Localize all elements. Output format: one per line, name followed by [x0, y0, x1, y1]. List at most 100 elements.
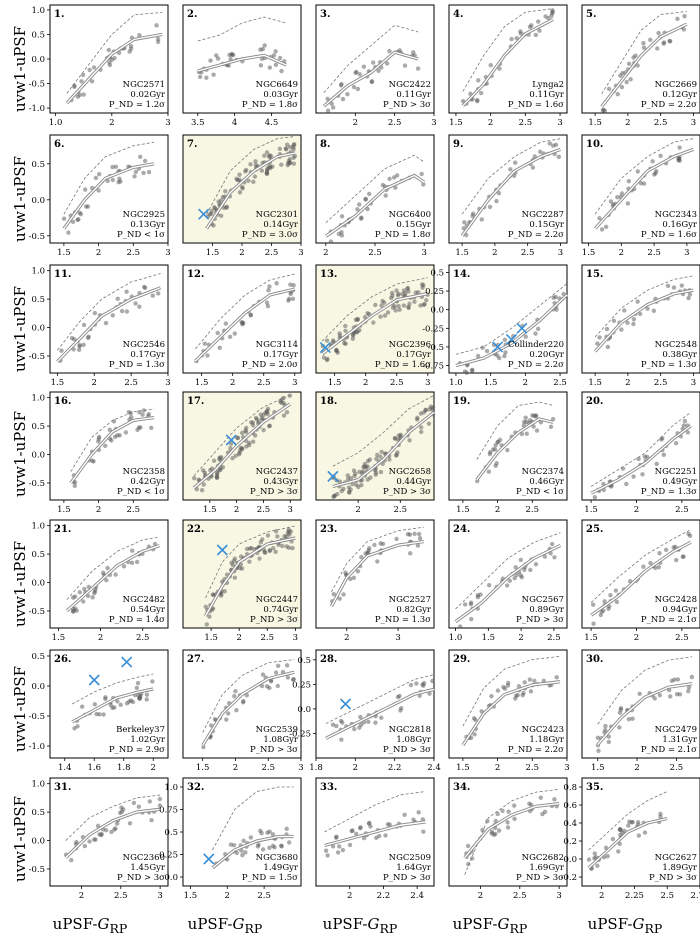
cluster-age: 0.12Gyr — [662, 90, 698, 100]
scatter-point — [605, 344, 611, 350]
scatter-point — [339, 488, 344, 494]
x-tick-label: 2.4 — [410, 891, 424, 901]
scatter-point — [267, 65, 273, 70]
scatter-point — [224, 717, 229, 722]
x-tick-label: 3 — [292, 378, 297, 388]
dashed-curve — [70, 408, 155, 472]
scatter-point — [128, 44, 134, 49]
scatter-point — [117, 433, 122, 438]
scatter-point — [531, 424, 536, 429]
scatter-point — [108, 702, 113, 708]
x-tick-label: 2 — [96, 505, 101, 515]
panel-number: 32. — [187, 782, 204, 793]
panel-number: 30. — [586, 654, 603, 665]
pnd-significance: P_ND = 2.2σ — [508, 360, 564, 370]
scatter-point — [144, 697, 149, 702]
scatter-point — [509, 36, 514, 42]
dashed-curve — [205, 525, 296, 599]
panel-number: 23. — [320, 524, 337, 535]
scatter-point — [146, 169, 152, 175]
x-tick-label: 1.5 — [456, 505, 470, 515]
scatter-point — [681, 423, 687, 428]
pnd-significance: P_ND = 2.1σ — [641, 615, 697, 625]
scatter-point — [339, 737, 344, 742]
scatter-point — [675, 677, 681, 682]
scatter-point — [208, 58, 213, 63]
scatter-point — [105, 178, 110, 184]
x-tick-label: 2 — [79, 891, 84, 901]
cluster-name: NGC2482 — [123, 595, 165, 605]
scatter-point — [345, 473, 351, 478]
cluster-name: NGC2437 — [256, 467, 298, 477]
scatter-point — [493, 818, 498, 824]
uv-excess-cross — [339, 698, 352, 710]
y-tick-label: 0.5 — [31, 652, 45, 662]
pnd-significance: P_ND = 1.6σ — [375, 360, 431, 370]
scatter-point — [279, 844, 284, 849]
y-tick-label: -0.25 — [422, 324, 444, 334]
scatter-point — [129, 414, 134, 420]
scatter-point — [417, 536, 423, 541]
scatter-point — [497, 66, 502, 71]
scatter-point — [645, 454, 650, 460]
scatter-point — [554, 675, 559, 680]
scatter-point — [257, 556, 262, 561]
model-curve-inner — [63, 163, 155, 230]
panel-number: 34. — [453, 782, 470, 793]
x-tick-label: 2.25 — [625, 891, 644, 901]
cluster-name: NGC2527 — [389, 595, 431, 605]
y-tick-label: 0.5 — [164, 828, 178, 838]
scatter-point — [408, 682, 414, 688]
scatter-point — [414, 681, 419, 686]
scatter-point — [423, 407, 428, 413]
pnd-significance: P_ND = 1.3σ — [375, 615, 431, 625]
scatter-point — [232, 556, 238, 561]
pnd-significance: P_ND > 3σ — [250, 487, 298, 497]
scatter-point — [398, 432, 403, 438]
scatter-point — [636, 833, 642, 838]
scatter-point — [393, 308, 398, 313]
scatter-point — [334, 723, 339, 729]
x-tick-label: 1.5 — [57, 505, 71, 515]
scatter-point — [279, 68, 284, 74]
scatter-point — [549, 13, 554, 18]
cluster-name: NGC2447 — [256, 595, 298, 605]
cluster-name: NGC6400 — [389, 210, 431, 220]
scatter-point — [476, 78, 481, 83]
scatter-point — [291, 146, 296, 152]
scatter-point — [112, 434, 118, 440]
scatter-point — [420, 682, 425, 687]
panel-number: 2. — [187, 9, 197, 20]
scatter-point — [355, 86, 361, 92]
y-tick-label: 1.0 — [164, 783, 178, 793]
scatter-point — [513, 565, 518, 570]
dashed-curve — [325, 674, 435, 724]
scatter-point — [418, 411, 424, 416]
scatter-point — [335, 491, 340, 497]
x-tick-label: 3 — [691, 378, 696, 388]
scatter-point — [329, 101, 334, 106]
scatter-point — [686, 295, 691, 301]
scatter-point — [150, 293, 155, 298]
cluster-name: NGC2422 — [389, 80, 431, 90]
scatter-point — [496, 191, 502, 196]
scatter-point — [247, 546, 253, 551]
x-tick-label: 2.5 — [124, 378, 138, 388]
scatter-point — [523, 334, 528, 339]
dashed-curve — [462, 8, 554, 92]
scatter-point — [66, 230, 71, 235]
scatter-point — [686, 531, 691, 537]
uv-excess-cross — [121, 656, 133, 668]
scatter-point — [486, 469, 492, 474]
scatter-point — [681, 27, 687, 32]
x-tick-label: 1.5 — [51, 378, 65, 388]
cluster-age: 1.64Gyr — [396, 863, 432, 873]
scatter-point — [157, 803, 163, 808]
y-tick-label: -1.0 — [29, 104, 45, 114]
scatter-point — [685, 430, 691, 435]
scatter-point — [264, 300, 270, 305]
y-tick-label: 0.5 — [31, 30, 45, 40]
cluster-age: 0.74Gyr — [263, 605, 299, 615]
scatter-point — [496, 828, 502, 833]
